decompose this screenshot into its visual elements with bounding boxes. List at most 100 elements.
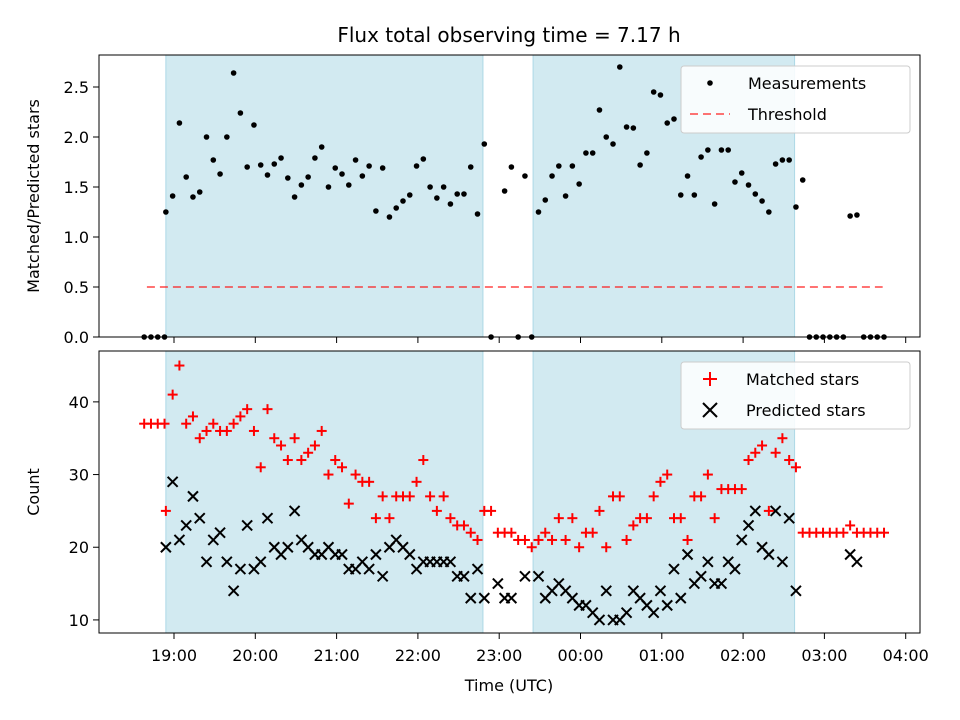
predicted-x-b — [634, 592, 646, 604]
matched-star-point — [845, 520, 856, 531]
measurement-point — [210, 157, 217, 163]
matched-star-point — [242, 404, 253, 415]
measurement-point — [454, 191, 460, 197]
matched-star-point — [553, 513, 564, 524]
matched-star-point — [208, 418, 219, 429]
measurement-point — [196, 189, 203, 195]
predicted-star-point — [593, 614, 606, 626]
predicted-x-b — [322, 541, 335, 553]
predicted-x-b — [370, 548, 382, 561]
matched-star-point — [262, 404, 273, 415]
measurement-point — [332, 165, 339, 171]
measurement-point — [556, 163, 562, 169]
measurement-point — [535, 209, 542, 215]
predicted-x-b — [390, 534, 402, 546]
predicted-x-b — [586, 606, 599, 619]
predicted-x-b — [458, 570, 470, 583]
predicted-star-point — [668, 563, 680, 575]
predicted-x-b — [769, 505, 782, 517]
measurement-point — [379, 165, 386, 171]
measurement-point — [684, 173, 691, 179]
predicted-x-b — [722, 556, 734, 568]
y-tick-label: 1.0 — [64, 228, 89, 247]
matched-star-point — [159, 418, 170, 429]
predicted-star-point — [661, 599, 673, 612]
y-tick-label: 40 — [69, 393, 89, 412]
predicted-x-b — [282, 541, 294, 553]
predicted-x-b — [187, 490, 199, 503]
matched-star-point — [540, 527, 551, 538]
matched-star-point — [675, 513, 686, 524]
measurement-point — [447, 201, 454, 207]
predicted-x-b — [166, 476, 179, 488]
predicted-star-point — [471, 563, 484, 575]
measurement-point — [569, 163, 576, 169]
measurement-point — [630, 125, 637, 131]
predicted-star-point — [255, 556, 267, 568]
matched-star-point — [784, 455, 795, 466]
matched-star-point — [790, 462, 801, 473]
matched-star-point — [560, 534, 571, 545]
measurement-point — [190, 194, 196, 200]
measurement-point — [312, 155, 318, 161]
matched-star-point — [276, 440, 287, 451]
measurement-point — [481, 141, 488, 147]
predicted-star-point — [404, 548, 416, 561]
x-tick-label: 02:00 — [720, 646, 766, 665]
predicted-star-point — [620, 606, 633, 619]
top-x-ticks — [173, 337, 907, 343]
predicted-star-point — [282, 541, 294, 553]
measurement-point — [745, 182, 752, 188]
matched-star-point — [472, 534, 483, 545]
y-tick-label: 0.0 — [64, 328, 89, 347]
predicted-x-b — [654, 585, 667, 597]
predicted-star-point — [519, 570, 531, 583]
measurement-point — [847, 213, 853, 219]
matched-star-point — [519, 534, 530, 545]
matched-star-point — [547, 534, 558, 545]
matched-star-point — [445, 513, 456, 524]
predicted-x-b — [302, 541, 314, 553]
predicted-x-b — [736, 534, 748, 546]
matched-star-point — [879, 527, 890, 538]
predicted-x-b — [397, 541, 409, 553]
measurement-point — [718, 147, 725, 153]
top-y-axis: 0.0 0.5 1.0 1.5 2.0 2.5 — [64, 78, 99, 347]
predicted-x-b — [471, 563, 484, 575]
predicted-star-point — [729, 563, 741, 575]
predicted-star-point — [600, 585, 612, 597]
legend-threshold-label: Threshold — [747, 105, 827, 124]
measurement-point — [501, 188, 508, 194]
measurement-point — [779, 157, 786, 163]
matched-star-point — [404, 491, 415, 502]
x-tick-label: 01:00 — [639, 646, 685, 665]
measurement-point — [176, 120, 183, 126]
measurement-point — [257, 162, 264, 168]
predicted-star-point — [776, 556, 789, 568]
measurement-point — [610, 141, 616, 147]
matched-star-point — [614, 491, 625, 502]
measurement-point — [366, 163, 372, 169]
predicted-star-point — [505, 592, 518, 604]
measurement-point — [298, 182, 305, 188]
matched-star-point — [750, 447, 761, 458]
matched-star-point — [384, 513, 395, 524]
x-tick-label: 21:00 — [314, 646, 360, 665]
matched-star-point — [574, 542, 585, 553]
predicted-x-b — [756, 541, 768, 553]
measurement-point — [386, 214, 393, 220]
measurement-point — [596, 107, 603, 113]
predicted-x-b — [241, 519, 253, 532]
predicted-star-point — [336, 548, 348, 561]
measurement-point — [163, 209, 169, 215]
measurement-point — [285, 175, 291, 181]
measurement-point — [305, 174, 311, 180]
predicted-star-point — [465, 592, 477, 604]
predicted-star-point — [695, 570, 707, 583]
predicted-x-b — [180, 519, 192, 532]
matched-star-point — [377, 491, 388, 502]
matched-star-point — [601, 542, 612, 553]
measurement-point — [203, 134, 210, 140]
matched-star-point — [628, 520, 639, 531]
